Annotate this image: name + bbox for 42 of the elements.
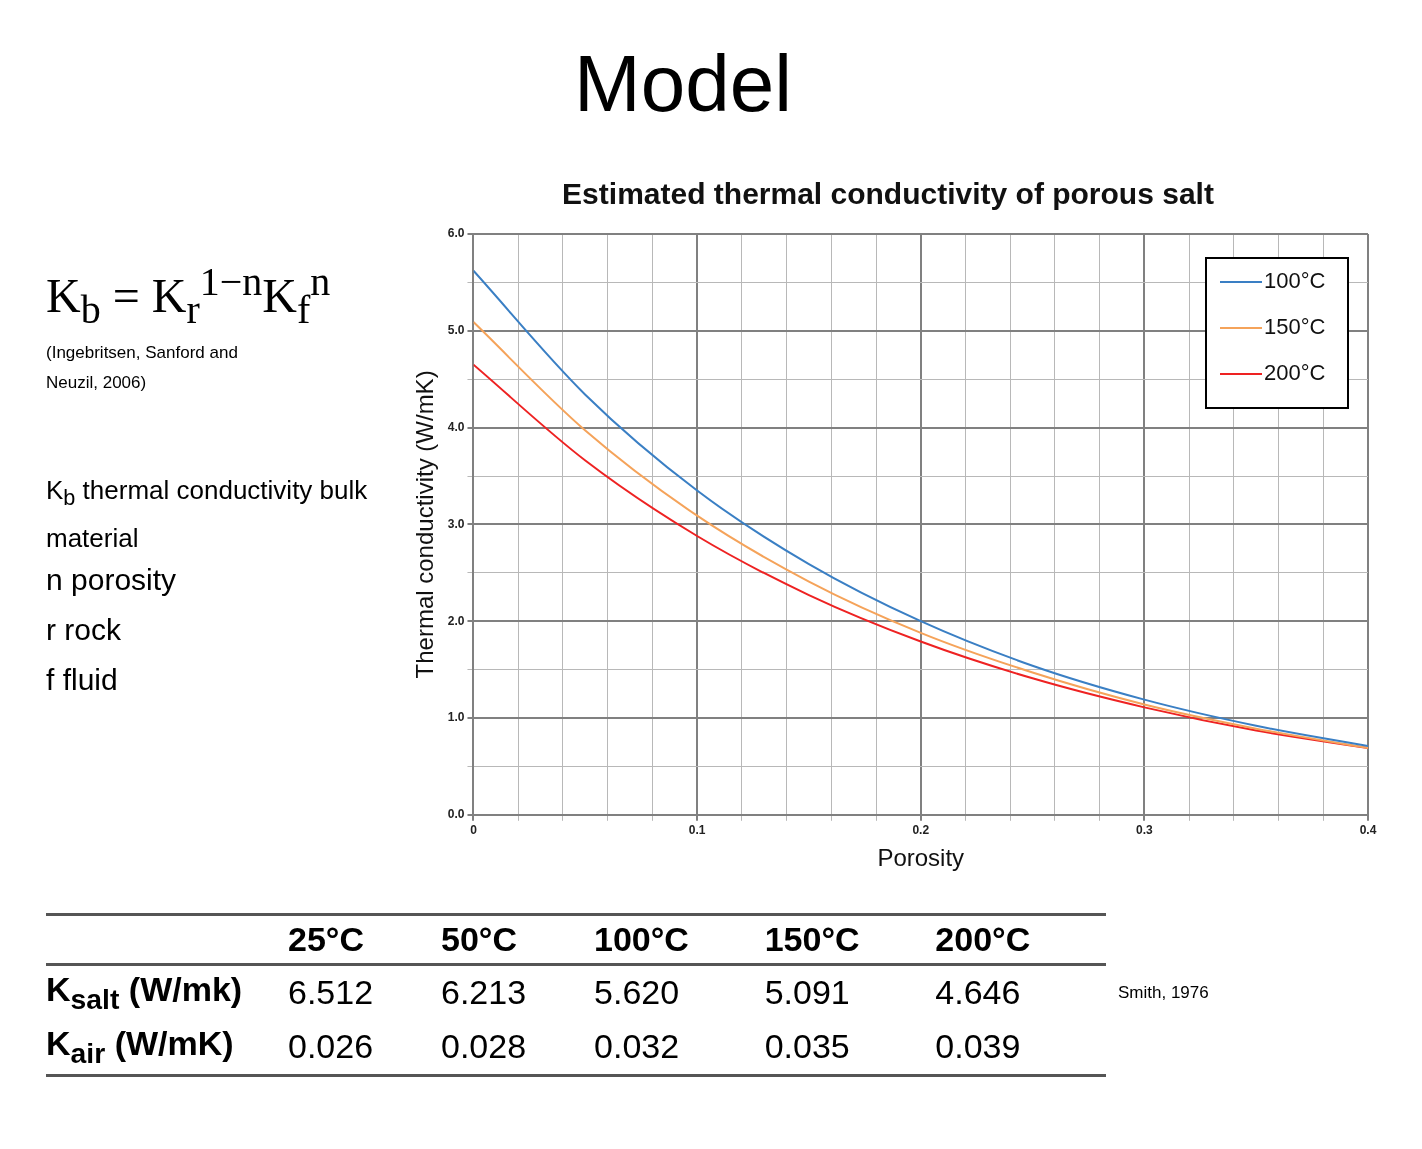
text: r rock [46, 613, 121, 647]
chart-subtitle: Estimated thermal conductivity of porous salt [562, 177, 1214, 211]
y-tick-label: 0.0 [447, 807, 465, 822]
y-tick-label: 2.0 [447, 613, 465, 628]
text: 5.620 [594, 972, 681, 1014]
text: 50°C [441, 919, 518, 960]
text: Smith, 1976 [1118, 983, 1209, 1003]
text: 0.028 [441, 1026, 528, 1068]
x-tick-label: 0 [470, 823, 478, 838]
text: 6.213 [441, 972, 528, 1014]
text: 5.091 [764, 972, 851, 1014]
text: K$_{b}$ thermal conductivity bulk material [46, 474, 369, 556]
y-tick-label: 4.0 [447, 419, 465, 434]
legend-label: 150°C [1264, 314, 1326, 340]
text: 0.039 [935, 1026, 1022, 1068]
text: 6.512 [288, 972, 375, 1014]
text: n porosity [46, 563, 177, 597]
text: (Ingebritsen, Sanford and Neuzil, 2006) [46, 342, 239, 394]
y-tick-label: 3.0 [447, 516, 465, 531]
legend-label: 200°C [1264, 360, 1326, 386]
x-tick-label: 0.1 [688, 823, 706, 838]
text: 100°C [594, 919, 690, 960]
x-tick-label: 0.2 [912, 823, 930, 838]
chart-title: Model [573, 38, 793, 130]
text: f fluid [46, 663, 118, 697]
legend-label: 100°C [1264, 268, 1326, 294]
x-tick-label: 0.3 [1136, 823, 1154, 838]
text: 0.032 [594, 1026, 681, 1068]
text: 200°C [935, 919, 1032, 960]
text: 4.646 [935, 972, 1022, 1014]
text: K$_{air}$ (W/mK) [46, 1022, 235, 1071]
y-tick-label: 6.0 [447, 226, 465, 241]
text: 0.026 [288, 1026, 375, 1068]
y-tick-label: 5.0 [447, 323, 465, 338]
y-axis-title: Thermal conductivity (W/mK) [411, 370, 439, 679]
x-tick-label: 0.4 [1359, 823, 1377, 838]
y-tick-label: 1.0 [447, 710, 465, 725]
text: 150°C [764, 919, 861, 960]
text: 0.035 [764, 1026, 851, 1068]
x-axis-title: Porosity [877, 844, 965, 872]
text: 25°C [288, 919, 365, 960]
text: K$_{salt}$ (W/mk) [46, 969, 244, 1017]
